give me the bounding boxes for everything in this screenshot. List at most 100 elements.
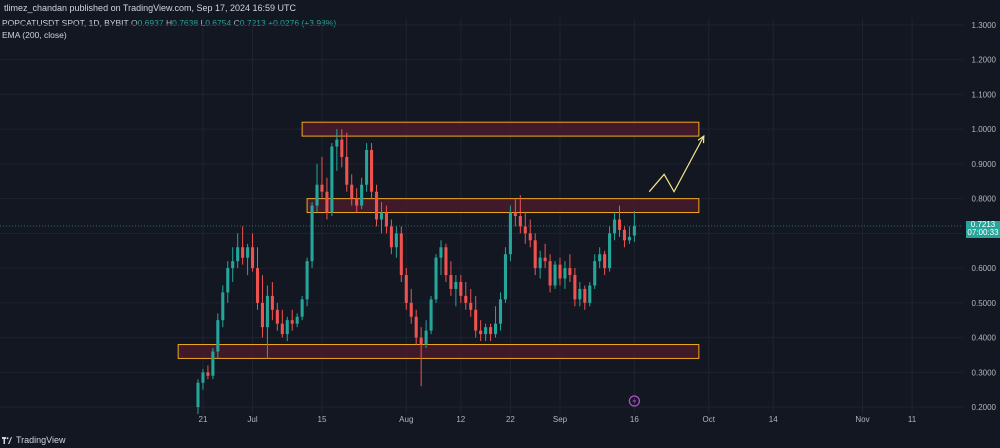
- candle-body: [350, 184, 354, 199]
- candle-body: [608, 233, 612, 269]
- candle-body: [493, 323, 498, 335]
- candle-body: [617, 219, 622, 230]
- price-tick-label: 0.3000: [972, 368, 997, 377]
- candle-body: [251, 247, 255, 269]
- candle-body: [498, 299, 503, 324]
- candle-body: [389, 226, 393, 248]
- candle-body: [345, 156, 349, 185]
- candle-body: [310, 205, 314, 262]
- price-tick-label: 0.8000: [972, 195, 997, 204]
- candle-body: [404, 275, 408, 303]
- candle-body: [196, 382, 200, 408]
- price-tick-label: 1.2000: [972, 56, 997, 65]
- time-tick-label: 12: [456, 415, 465, 424]
- time-tick-label: Jul: [247, 415, 257, 424]
- candle-body: [558, 264, 562, 279]
- candle-body: [325, 191, 329, 213]
- candle-body: [260, 302, 265, 328]
- icons-layer: [628, 395, 641, 407]
- candle-body: [221, 292, 225, 321]
- projection-line: [648, 135, 705, 193]
- candle-body: [365, 150, 369, 185]
- price-tick-label: 1.1000: [972, 90, 997, 99]
- symbol-label[interactable]: POPCATUSDT SPOT, 1D, BYBIT: [2, 18, 129, 28]
- candle-body: [255, 268, 260, 303]
- candle-body: [508, 212, 512, 255]
- candle-body: [409, 302, 413, 317]
- time-axis: 21 Jul 15 Aug 12 22 Sep 16 Oct 14 Nov 11: [199, 415, 917, 424]
- candle-body: [603, 254, 607, 269]
- price-tick-label: 0.9000: [972, 160, 997, 169]
- candle-body: [459, 282, 463, 296]
- candle-body: [414, 316, 418, 338]
- candle-body: [464, 295, 468, 303]
- footer: TradingView: [0, 432, 1000, 448]
- close-label: C: [233, 18, 240, 28]
- candle-body: [513, 212, 517, 216]
- candle-body: [360, 184, 364, 206]
- price-tick-label: 0.5000: [972, 299, 997, 308]
- candle-body: [206, 372, 210, 376]
- candle-body: [627, 236, 631, 241]
- candle-body: [533, 240, 537, 269]
- candle-body: [211, 351, 215, 376]
- time-tick-label: Aug: [399, 415, 413, 424]
- candle-body: [553, 264, 557, 286]
- candle-body: [538, 257, 542, 269]
- last-price: 0.7213: [970, 219, 996, 229]
- time-tick-label: Nov: [855, 415, 869, 424]
- candle-body: [419, 337, 423, 345]
- candle-body: [374, 191, 379, 220]
- time-tick-label: 21: [199, 415, 208, 424]
- candle-body: [479, 330, 483, 335]
- candle-body: [454, 282, 458, 289]
- candle-body: [290, 320, 294, 324]
- candle-body: [285, 320, 289, 335]
- candle-body: [578, 288, 582, 300]
- time-tick-label: 16: [630, 415, 639, 424]
- candles-layer: [0, 129, 963, 414]
- candle-body: [295, 316, 299, 324]
- candle-body: [439, 247, 443, 258]
- publish-header: tlimez_chandan published on TradingView.…: [0, 0, 1000, 16]
- time-tick-label: 15: [318, 415, 327, 424]
- candle-body: [573, 275, 577, 300]
- candle-body: [598, 254, 602, 262]
- time-tick-label: 22: [506, 415, 515, 424]
- open-value: 0.6937: [137, 18, 164, 28]
- event-icon-ring: [628, 395, 641, 407]
- candle-body: [330, 146, 334, 213]
- time-tick-label: 11: [908, 415, 917, 424]
- event-icon-bolt: [632, 397, 637, 405]
- time-tick-label: Oct: [703, 415, 716, 424]
- zones-layer: [177, 121, 700, 359]
- price-tick-label: 1.0000: [972, 125, 997, 134]
- footer-brand[interactable]: TradingView: [16, 435, 66, 445]
- candle-body: [484, 327, 488, 335]
- candle-body: [370, 150, 374, 192]
- candle-body: [241, 247, 245, 258]
- tradingview-logo-icon: [2, 437, 12, 445]
- candle-body: [399, 233, 403, 276]
- candle-body: [503, 254, 507, 300]
- high-label: H: [165, 18, 173, 28]
- candle-body: [563, 268, 567, 279]
- candle-body: [622, 229, 627, 241]
- candle-body: [300, 299, 304, 317]
- candle-body: [320, 184, 324, 192]
- candle-body: [226, 268, 230, 293]
- candle-body: [270, 295, 274, 310]
- zone-rect: [306, 198, 700, 214]
- candle-body: [340, 139, 344, 157]
- candle-body: [449, 275, 453, 289]
- candle-body: [315, 184, 319, 206]
- candle-body: [469, 302, 473, 310]
- candle-body: [613, 219, 617, 234]
- ema-indicator-label[interactable]: EMA (200, close): [2, 30, 67, 40]
- candle-body: [424, 330, 428, 345]
- candle-body: [444, 247, 448, 276]
- candle-body: [201, 372, 205, 383]
- time-tick-label: 14: [769, 415, 778, 424]
- candle-body: [568, 268, 572, 276]
